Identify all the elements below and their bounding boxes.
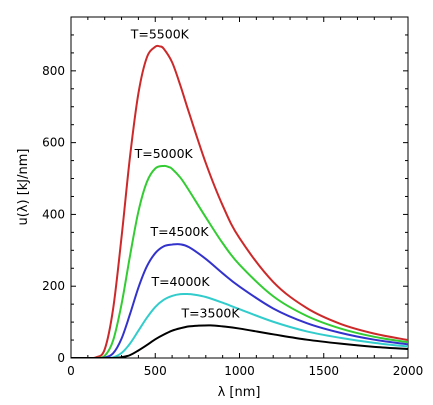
series-line-t-4500k [71,243,408,358]
y-tick-label: 800 [42,64,65,78]
series-labels: T=5500K T=5000K T=4500K T=4000K T=3500K [130,26,241,320]
x-tick-label: 0 [67,364,75,378]
series-line-t-3500k [71,324,408,358]
axis-ticks [70,17,409,359]
series-line-t-5000k [71,164,408,358]
series-line-t-5500k [71,44,408,358]
x-tick-label: 1500 [308,364,339,378]
y-tick-label: 0 [57,351,65,365]
series-label: T=4500K [149,224,209,239]
x-axis-label: λ [nm] [218,385,261,400]
series-label: T=3500K [180,305,240,320]
x-tick-label: 500 [144,364,167,378]
y-tick-label: 200 [42,279,65,293]
series-label: T=5000K [134,146,194,161]
y-axis-label: u(λ) [kJ/nm] [16,149,31,226]
y-tick-label: 600 [42,136,65,150]
y-tick-label: 400 [42,207,65,221]
series-line-t-4000k [71,292,408,358]
x-tick-label: 1000 [224,364,255,378]
x-tick-label: 2000 [393,364,424,378]
series-lines [71,44,408,358]
series-label: T=5500K [130,26,190,41]
tick-labels: 0 500 1000 1500 2000 0 200 400 600 800 [42,64,423,378]
series-label: T=4000K [150,274,210,289]
